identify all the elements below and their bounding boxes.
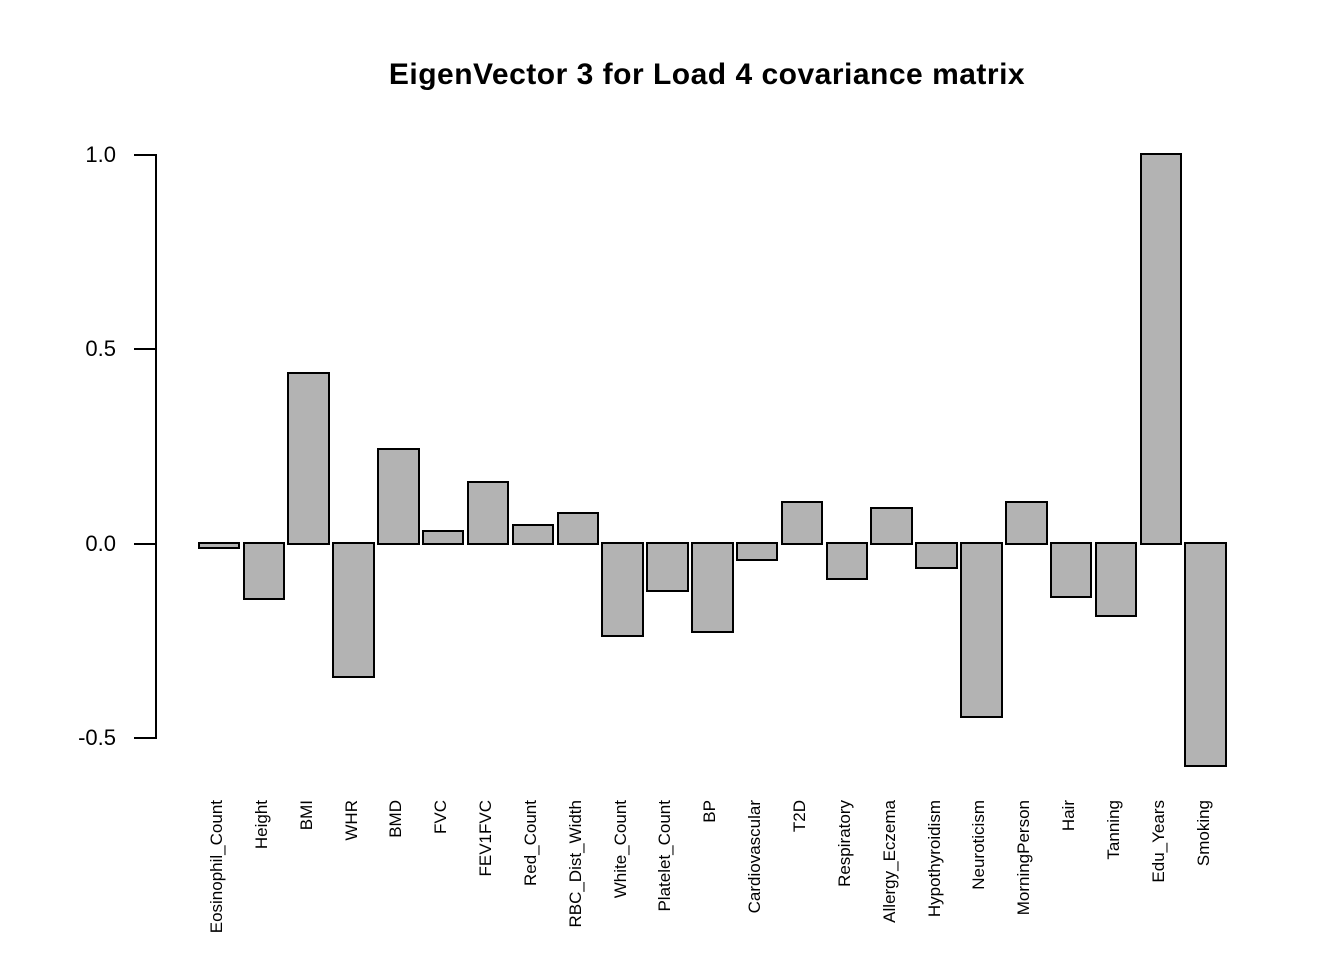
bar-Hypothyroidism — [915, 541, 958, 569]
y-axis-tick-label: -0.5 — [78, 724, 116, 750]
y-axis-tick-label: 0.5 — [85, 336, 116, 362]
bar-FEV1FVC — [466, 481, 510, 546]
bar-Smoking — [1184, 541, 1227, 767]
bar-FVC — [421, 529, 465, 546]
x-axis-label-Neuroticism: Neuroticism — [969, 800, 989, 890]
x-axis-label-Respiratory: Respiratory — [834, 800, 854, 887]
bar-Red_Count — [511, 524, 555, 546]
x-axis-label-RBC_Dist_Width: RBC_Dist_Width — [565, 800, 585, 928]
bar-Height — [242, 541, 286, 600]
y-axis-tick — [134, 542, 155, 545]
y-axis-tick-label: 1.0 — [85, 141, 116, 167]
bar-MorningPerson — [1005, 500, 1048, 546]
bar-WHR — [332, 541, 375, 678]
bar-Respiratory — [825, 541, 869, 581]
bar-BMD — [377, 448, 420, 546]
x-axis-label-Hair: Hair — [1059, 800, 1079, 832]
bar-Cardiovascular — [735, 541, 779, 562]
bar-Tanning — [1094, 541, 1138, 618]
bar-BP — [691, 541, 734, 633]
y-axis-tick — [134, 153, 155, 156]
x-axis-label-Height: Height — [251, 800, 271, 850]
x-axis-label-Red_Count: Red_Count — [520, 800, 540, 887]
y-axis-tick-label: 0.0 — [85, 530, 116, 556]
bar-Allergy_Eczema — [870, 506, 913, 546]
x-axis-label-White_Count: White_Count — [610, 800, 630, 899]
x-axis-label-Hypothyroidism: Hypothyroidism — [924, 800, 944, 918]
y-axis-tick — [134, 348, 155, 351]
x-axis-label-BMI: BMI — [296, 800, 316, 831]
bar-Eosinophil_Count — [197, 541, 241, 550]
chart-title: EigenVector 3 for Load 4 covariance matr… — [388, 58, 1026, 91]
x-axis-label-Edu_Years: Edu_Years — [1148, 800, 1168, 883]
y-axis-tick — [134, 736, 155, 739]
bar-Hair — [1049, 541, 1093, 598]
x-axis-label-FEV1FVC: FEV1FVC — [476, 800, 496, 877]
bar-T2D — [780, 500, 824, 546]
bar-White_Count — [601, 541, 644, 637]
bar-RBC_Dist_Width — [556, 512, 599, 546]
x-axis-label-Platelet_Count: Platelet_Count — [655, 800, 675, 912]
bar-Edu_Years — [1139, 152, 1183, 546]
x-axis-label-Allergy_Eczema: Allergy_Eczema — [879, 800, 899, 923]
bar-Neuroticism — [960, 541, 1003, 719]
x-axis-label-T2D: T2D — [790, 800, 809, 833]
x-axis-label-BMD: BMD — [386, 800, 406, 838]
x-axis-label-BP: BP — [700, 800, 720, 823]
x-axis-label-WHR: WHR — [341, 800, 361, 841]
x-axis-label-FVC: FVC — [431, 800, 451, 834]
x-axis-label-Cardiovascular: Cardiovascular — [745, 800, 765, 914]
x-axis-label-Tanning: Tanning — [1103, 800, 1123, 860]
x-axis-label-Eosinophil_Count: Eosinophil_Count — [206, 800, 226, 934]
bar-BMI — [287, 372, 330, 546]
x-axis-label-Smoking: Smoking — [1193, 800, 1213, 867]
y-axis-line — [155, 153, 157, 739]
bar-Platelet_Count — [646, 541, 689, 593]
x-axis-label-MorningPerson: MorningPerson — [1014, 800, 1034, 916]
